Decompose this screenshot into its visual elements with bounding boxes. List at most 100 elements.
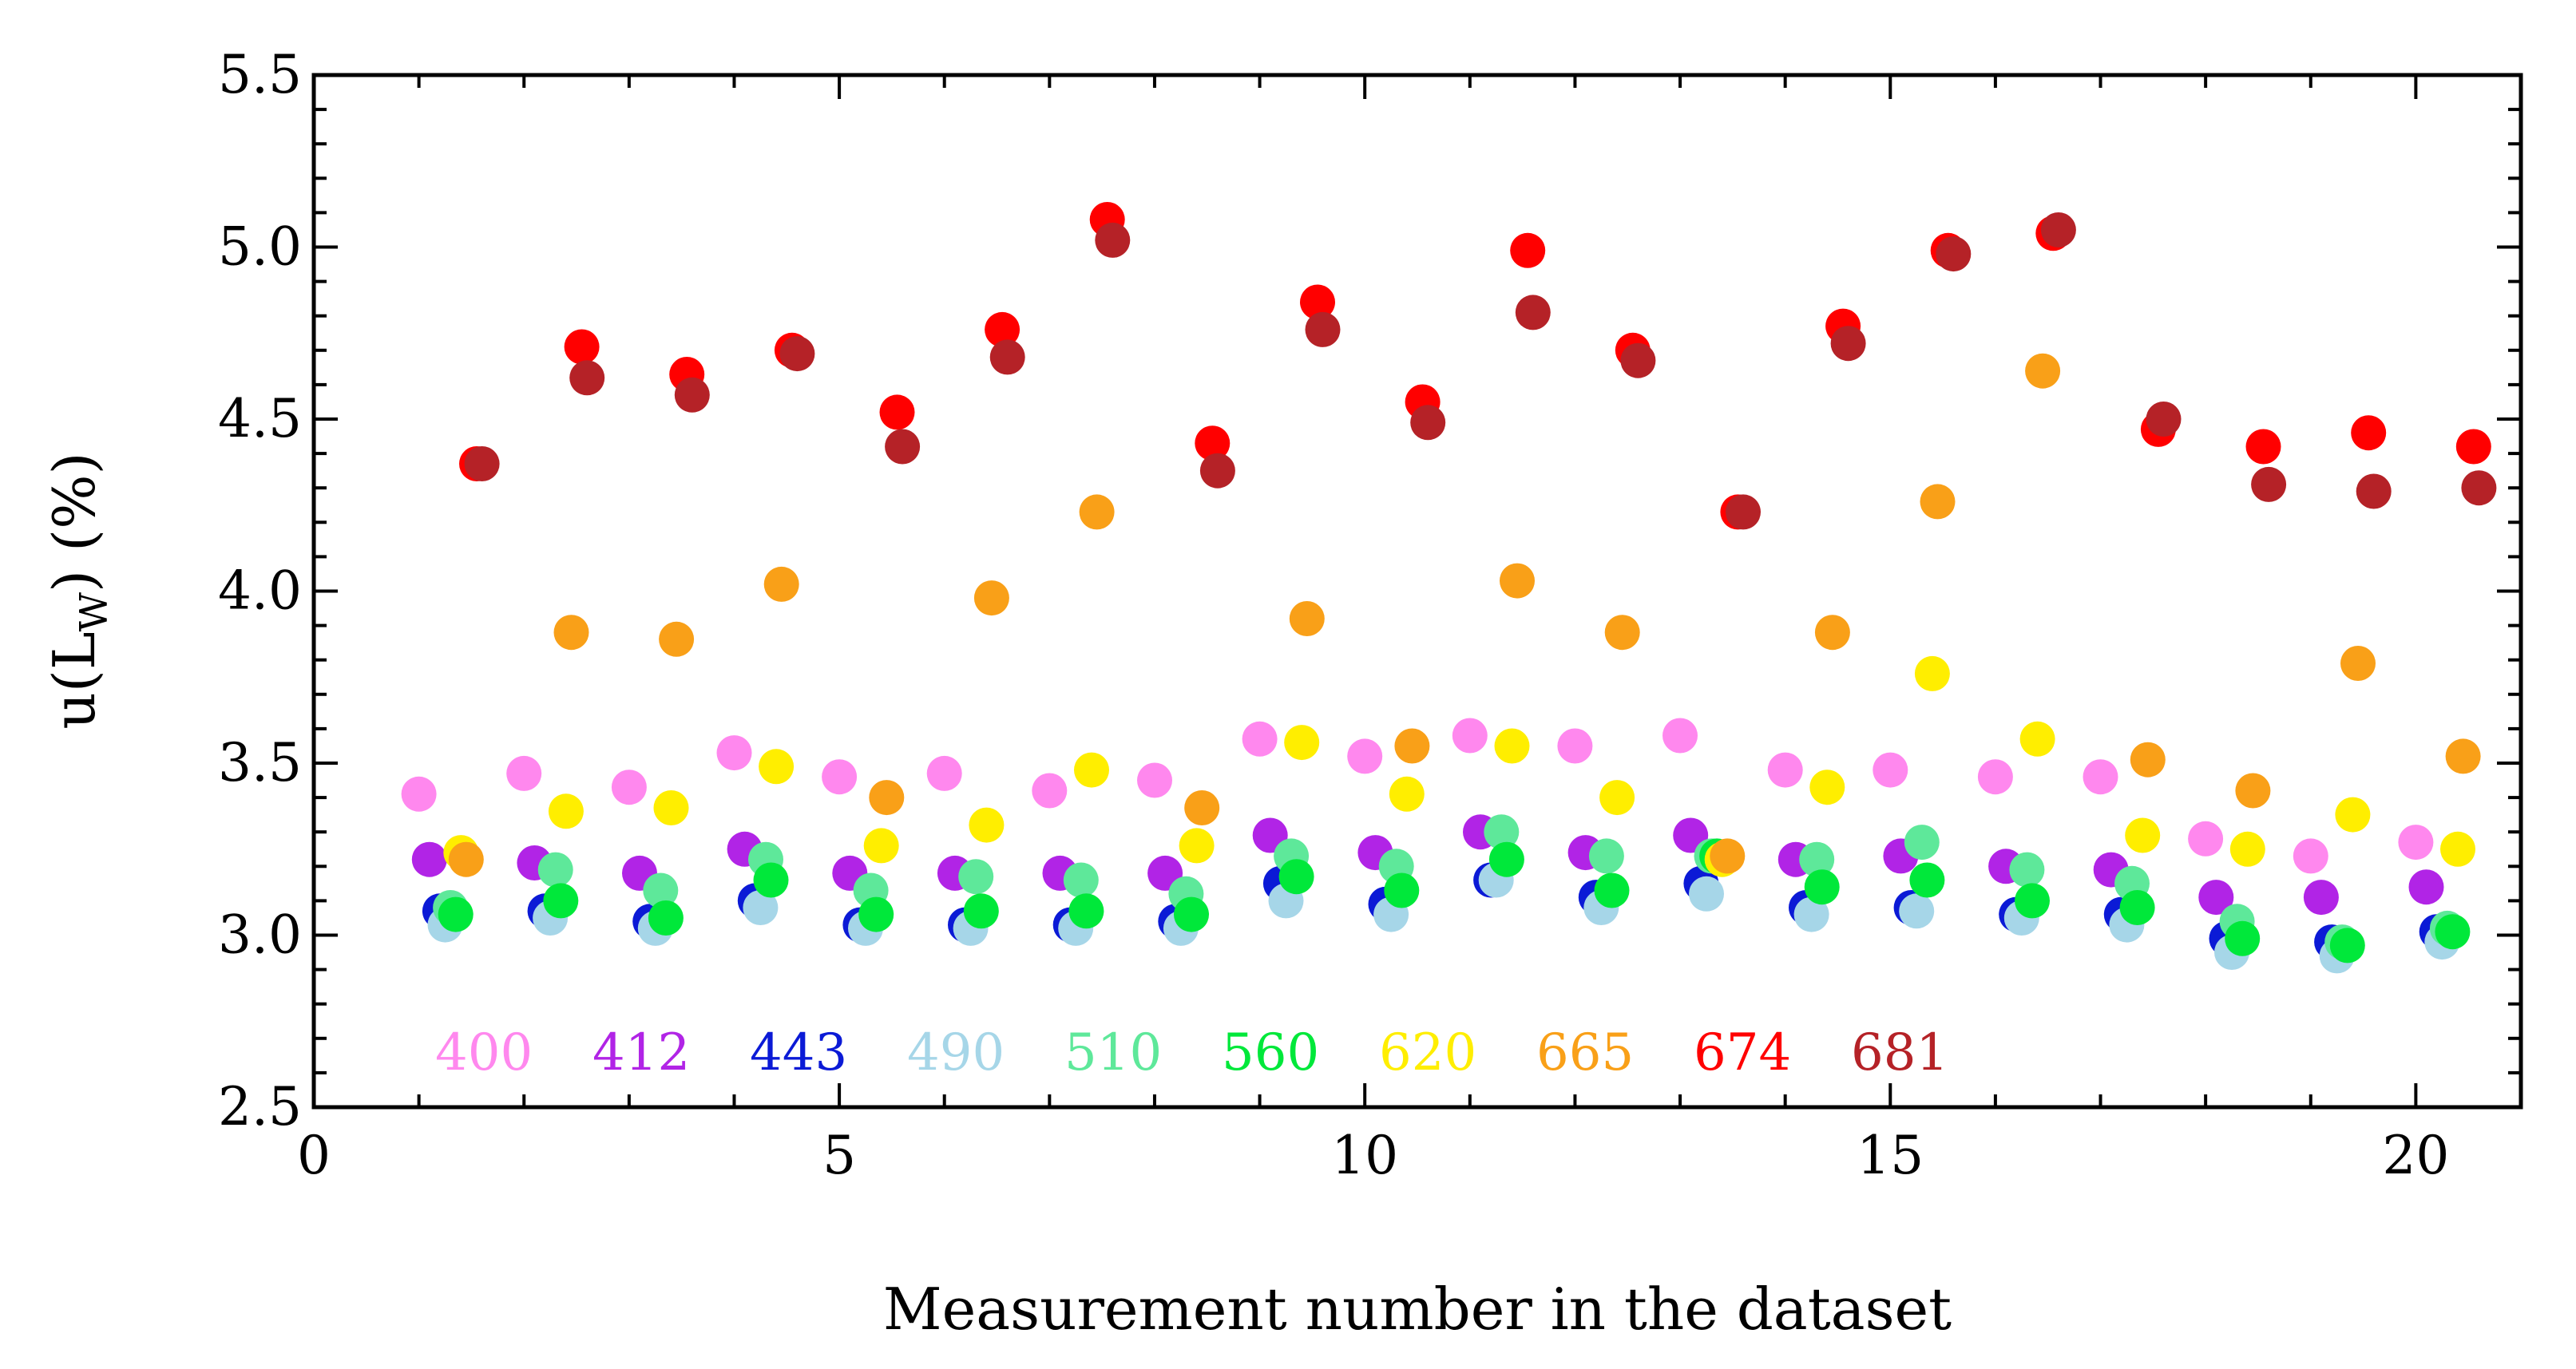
data-point-674-2	[564, 329, 600, 365]
data-point-490-13	[1689, 876, 1724, 912]
y-tick-label: 3.0	[218, 904, 302, 966]
data-point-620-16	[2019, 721, 2055, 757]
data-point-681-9	[1305, 311, 1341, 347]
legend-label-560: 560	[1222, 1023, 1319, 1082]
data-point-400-16	[1977, 759, 2013, 795]
data-point-681-15	[1936, 236, 1972, 272]
data-point-510-7	[1063, 862, 1099, 898]
data-points	[401, 202, 2497, 974]
legend-label-443: 443	[750, 1023, 847, 1082]
data-point-681-20	[2461, 470, 2497, 506]
data-point-665-12	[1604, 615, 1640, 651]
data-point-620-19	[2335, 797, 2371, 833]
data-point-681-6	[989, 339, 1025, 375]
x-tick-label: 0	[297, 1125, 331, 1186]
data-point-665-11	[1500, 563, 1535, 599]
data-point-400-5	[822, 759, 858, 795]
data-point-681-3	[674, 377, 710, 413]
data-point-620-4	[759, 749, 795, 785]
axis-ticks	[312, 73, 2522, 1109]
data-point-490-14	[1793, 896, 1829, 932]
data-point-674-11	[1510, 232, 1546, 268]
data-point-560-9	[1278, 859, 1314, 895]
data-point-400-13	[1663, 718, 1698, 754]
data-point-560-11	[1488, 841, 1524, 877]
data-point-510-11	[1484, 814, 1520, 850]
data-point-674-18	[2245, 429, 2281, 465]
data-point-400-18	[2188, 821, 2224, 857]
legend: 400 412 443 490 510 560 620 665 674 681	[435, 1023, 1948, 1082]
data-point-400-14	[1767, 752, 1803, 788]
data-point-400-9	[1242, 721, 1278, 757]
data-point-681-2	[569, 360, 605, 396]
data-point-681-7	[1095, 222, 1131, 258]
data-point-560-10	[1384, 872, 1420, 908]
data-point-665-17	[2130, 742, 2166, 777]
legend-label-674: 674	[1694, 1023, 1791, 1082]
data-point-560-17	[2119, 890, 2155, 925]
x-axis-title: Measurement number in the dataset	[883, 1276, 1952, 1343]
data-point-620-9	[1284, 725, 1320, 761]
data-point-665-14	[1814, 615, 1850, 651]
data-point-400-3	[611, 770, 647, 805]
data-point-665-3	[659, 621, 695, 657]
data-point-674-9	[1300, 284, 1335, 320]
data-point-620-20	[2440, 831, 2475, 867]
y-axis-title-main: u(L	[41, 631, 108, 729]
x-tick-label: 5	[822, 1125, 856, 1186]
data-point-400-17	[2083, 759, 2118, 795]
data-point-665-6	[973, 580, 1009, 616]
data-point-620-6	[969, 807, 1005, 843]
data-point-400-15	[1873, 752, 1908, 788]
data-point-560-15	[1909, 862, 1945, 898]
data-point-665-10	[1394, 728, 1430, 764]
data-point-620-15	[1914, 655, 1950, 691]
data-point-674-8	[1195, 425, 1231, 461]
data-point-510-2	[537, 852, 573, 888]
y-tick-label: 4.5	[218, 388, 302, 449]
y-tick-label: 5.5	[218, 44, 302, 105]
data-point-560-12	[1594, 872, 1630, 908]
legend-label-412: 412	[592, 1023, 690, 1082]
y-axis-title: u(LW) (%)	[41, 452, 117, 729]
data-point-412-19	[2303, 880, 2339, 916]
data-point-620-12	[1599, 780, 1635, 816]
legend-label-620: 620	[1379, 1023, 1476, 1082]
data-point-412-1	[411, 841, 447, 877]
data-point-510-16	[2009, 852, 2045, 888]
data-point-681-16	[2040, 212, 2076, 247]
y-tick-label: 5.0	[218, 216, 302, 278]
data-point-510-14	[1799, 841, 1835, 877]
data-point-510-3	[643, 872, 679, 908]
data-point-665-18	[2235, 773, 2271, 809]
data-point-674-20	[2455, 429, 2491, 465]
data-point-681-14	[1830, 326, 1866, 362]
data-point-412-20	[2408, 869, 2444, 905]
data-point-560-3	[648, 900, 684, 936]
x-tick-label: 10	[1331, 1125, 1398, 1186]
data-point-665-19	[2340, 646, 2376, 681]
data-point-665-1	[448, 841, 484, 877]
data-point-560-7	[1068, 893, 1104, 929]
data-point-681-17	[2146, 402, 2182, 437]
legend-label-665: 665	[1536, 1023, 1634, 1082]
data-point-620-3	[653, 790, 689, 825]
y-axis-title-group: u(LW) (%)	[41, 452, 117, 729]
data-point-400-6	[926, 755, 962, 791]
y-axis-title-subscript: W	[72, 592, 117, 631]
data-point-400-10	[1347, 738, 1383, 774]
y-tick-label: 3.5	[218, 732, 302, 793]
data-point-620-17	[2125, 817, 2161, 853]
data-point-400-4	[716, 735, 752, 771]
data-point-400-12	[1557, 728, 1593, 764]
data-point-620-18	[2229, 831, 2265, 867]
data-point-560-2	[543, 883, 579, 919]
x-tick-label: 15	[1857, 1125, 1924, 1186]
data-point-510-15	[1904, 825, 1940, 861]
data-point-400-1	[401, 776, 437, 812]
data-point-490-15	[1899, 893, 1935, 929]
y-tick-label: 2.5	[218, 1076, 302, 1138]
data-point-665-16	[2025, 353, 2061, 389]
